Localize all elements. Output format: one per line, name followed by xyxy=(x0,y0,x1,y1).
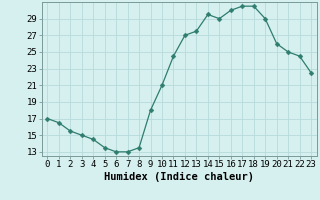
X-axis label: Humidex (Indice chaleur): Humidex (Indice chaleur) xyxy=(104,172,254,182)
